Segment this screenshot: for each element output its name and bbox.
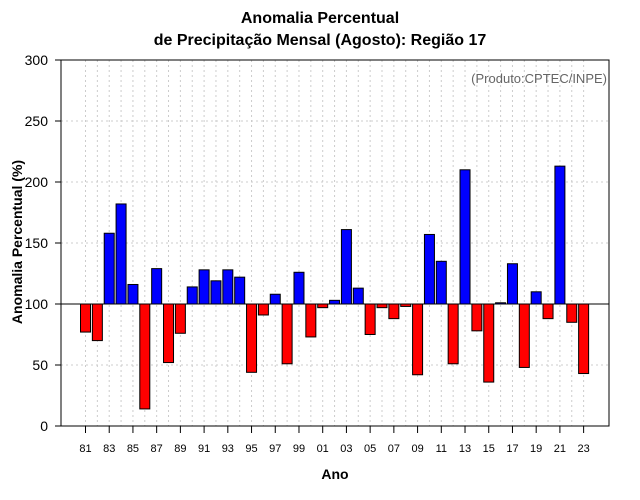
bar-04 <box>352 287 364 305</box>
bar-20 <box>542 303 554 320</box>
x-tick-label: 81 <box>79 443 91 455</box>
bar-14 <box>471 303 483 332</box>
bar-01 <box>317 303 329 309</box>
bar-17 <box>506 263 518 305</box>
x-tick-label: 97 <box>269 443 281 455</box>
bar-00 <box>305 303 317 338</box>
bar-19 <box>530 291 542 305</box>
x-tick-label: 03 <box>340 443 352 455</box>
bar-84 <box>115 203 127 305</box>
bar-89 <box>174 303 186 334</box>
x-tick-label: 09 <box>411 443 423 455</box>
chart-title-line-2: de Precipitação Mensal (Agosto): Região … <box>153 32 487 49</box>
x-tick-label: 17 <box>506 443 518 455</box>
bar-11 <box>435 260 447 305</box>
x-tick-label: 05 <box>364 443 376 455</box>
x-tick-label: 01 <box>317 443 329 455</box>
x-tick-label: 13 <box>459 443 471 455</box>
bar-13 <box>459 169 471 305</box>
bar-91 <box>198 269 210 305</box>
bar-82 <box>91 303 103 342</box>
bar-99 <box>293 271 305 305</box>
bar-85 <box>127 283 139 305</box>
y-axis: 0 50 100 150 200 250 300 <box>25 52 61 434</box>
bar-09 <box>412 303 424 376</box>
bar-86 <box>139 303 151 410</box>
chart-title-line-1: Anomalia Percentual <box>240 10 400 27</box>
bar-97 <box>269 293 281 305</box>
x-tick-label: 23 <box>577 443 589 455</box>
x-tick-label: 15 <box>483 443 495 455</box>
bar-90 <box>186 286 198 305</box>
y-tick-label: 300 <box>25 52 49 68</box>
y-axis-label: Anomalia Percentual (%) <box>9 159 25 325</box>
bar-22 <box>566 303 578 323</box>
source-note: (Produto:CPTEC/INPE) <box>471 71 607 86</box>
y-tick-label: 150 <box>25 235 49 251</box>
bar-05 <box>364 303 376 335</box>
x-tick-label: 07 <box>388 443 400 455</box>
bars <box>80 165 590 410</box>
bar-92 <box>210 280 222 305</box>
bar-23 <box>578 303 590 375</box>
bar-03 <box>340 229 352 305</box>
bar-95 <box>246 303 258 373</box>
x-tick-label: 21 <box>554 443 566 455</box>
bar-96 <box>257 303 269 316</box>
x-tick-label: 87 <box>151 443 163 455</box>
bar-88 <box>163 303 175 364</box>
grid-lines <box>61 60 609 426</box>
bar-07 <box>388 303 400 320</box>
bar-83 <box>103 232 115 305</box>
x-tick-label: 85 <box>127 443 139 455</box>
bar-98 <box>281 303 293 365</box>
x-tick-label: 99 <box>293 443 305 455</box>
bar-02 <box>329 299 341 305</box>
bar-10 <box>423 233 435 305</box>
x-tick-label: 89 <box>174 443 186 455</box>
bar-87 <box>151 268 163 305</box>
x-tick-label: 11 <box>436 443 447 455</box>
y-tick-label: 100 <box>25 296 49 312</box>
x-axis-label: Ano <box>321 466 349 482</box>
bar-12 <box>447 303 459 365</box>
x-tick-label: 19 <box>530 443 542 455</box>
x-axis: 81 83 85 87 89 91 93 95 97 99 01 03 05 07 09 11 13 15 17 19… <box>79 426 590 455</box>
y-tick-label: 0 <box>40 418 48 434</box>
x-tick-label: 95 <box>245 443 257 455</box>
bar-94 <box>234 276 246 305</box>
bar-81 <box>80 303 91 333</box>
bar-06 <box>376 303 388 309</box>
x-tick-label: 91 <box>198 443 210 455</box>
bar-18 <box>518 303 530 368</box>
bar-93 <box>222 269 234 305</box>
y-tick-label: 250 <box>25 113 49 129</box>
y-tick-label: 200 <box>25 174 49 190</box>
bar-21 <box>554 165 566 305</box>
y-tick-label: 50 <box>32 357 48 373</box>
x-tick-label: 93 <box>222 443 234 455</box>
bar-15 <box>483 303 495 383</box>
x-tick-label: 83 <box>103 443 115 455</box>
